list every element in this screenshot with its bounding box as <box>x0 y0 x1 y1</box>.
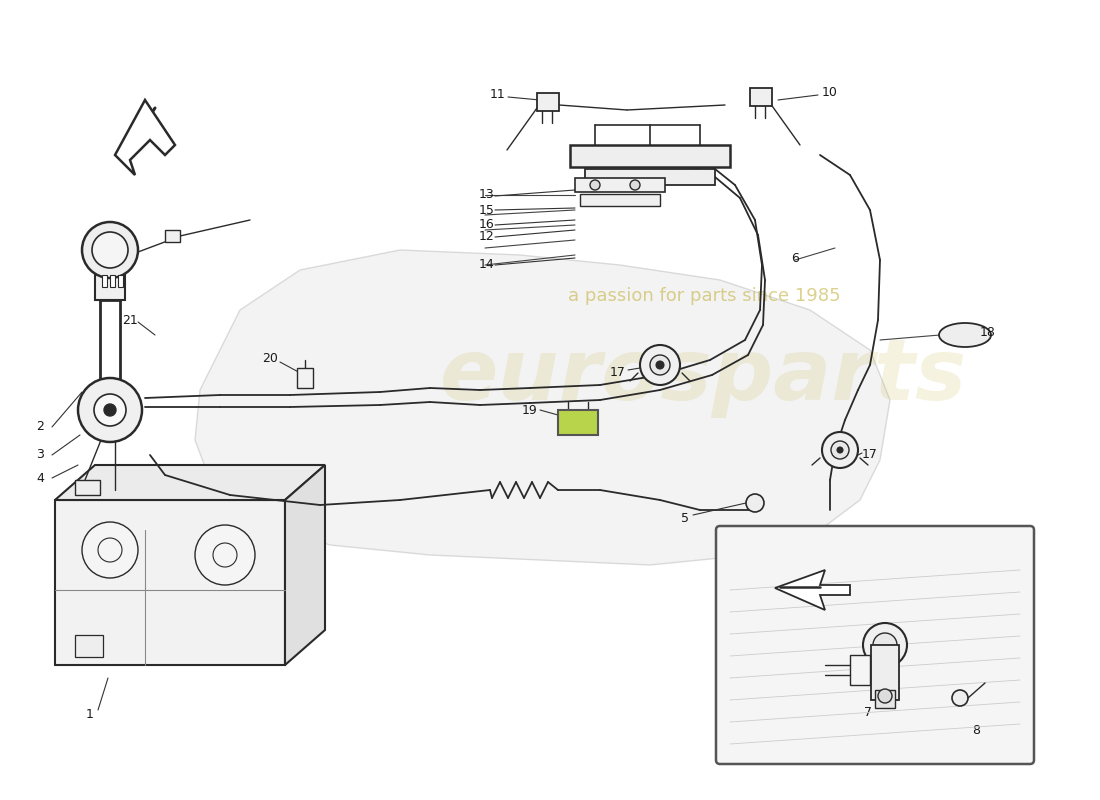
Text: eurosparts: eurosparts <box>440 334 968 418</box>
Circle shape <box>630 180 640 190</box>
Bar <box>55 500 285 665</box>
Text: 19: 19 <box>522 403 538 417</box>
Circle shape <box>864 623 907 667</box>
Bar <box>750 88 772 106</box>
Bar <box>558 410 598 435</box>
Text: 21: 21 <box>122 314 138 326</box>
Circle shape <box>640 345 680 385</box>
Ellipse shape <box>939 323 991 347</box>
Circle shape <box>952 690 968 706</box>
Bar <box>102 275 107 287</box>
Polygon shape <box>285 465 324 665</box>
Bar <box>75 635 103 657</box>
Bar <box>874 690 895 708</box>
Text: 8: 8 <box>972 723 980 737</box>
Text: 14: 14 <box>480 258 495 271</box>
Bar <box>575 178 666 192</box>
Text: 7: 7 <box>864 706 872 719</box>
Circle shape <box>92 232 128 268</box>
Text: 5: 5 <box>681 511 689 525</box>
Circle shape <box>98 538 122 562</box>
Bar <box>580 194 660 206</box>
Text: 1: 1 <box>86 709 94 722</box>
Circle shape <box>590 180 600 190</box>
Bar <box>297 368 313 388</box>
Circle shape <box>830 441 849 459</box>
Circle shape <box>82 522 138 578</box>
Text: 18: 18 <box>980 326 996 339</box>
Text: 20: 20 <box>262 351 278 365</box>
Circle shape <box>878 689 892 703</box>
Bar <box>871 645 899 700</box>
Polygon shape <box>55 465 324 500</box>
Text: 4: 4 <box>36 471 44 485</box>
Text: 16: 16 <box>480 218 495 231</box>
Bar <box>95 265 125 300</box>
Text: a passion for parts since 1985: a passion for parts since 1985 <box>568 287 840 305</box>
Bar <box>585 169 715 185</box>
Bar <box>537 93 559 111</box>
Circle shape <box>837 447 843 453</box>
Bar <box>570 145 730 167</box>
Circle shape <box>213 543 236 567</box>
Text: 10: 10 <box>822 86 838 98</box>
Circle shape <box>195 525 255 585</box>
Circle shape <box>82 222 138 278</box>
Bar <box>850 655 870 685</box>
Circle shape <box>104 404 116 416</box>
FancyBboxPatch shape <box>716 526 1034 764</box>
Text: 17: 17 <box>610 366 626 378</box>
Bar <box>110 275 115 287</box>
Circle shape <box>656 361 664 369</box>
Circle shape <box>78 378 142 442</box>
Bar <box>118 275 123 287</box>
Text: 17: 17 <box>862 449 878 462</box>
Circle shape <box>650 355 670 375</box>
Circle shape <box>746 494 764 512</box>
Circle shape <box>822 432 858 468</box>
Text: 15: 15 <box>480 203 495 217</box>
Text: 12: 12 <box>480 230 495 243</box>
Polygon shape <box>776 570 850 610</box>
Text: 3: 3 <box>36 449 44 462</box>
Text: 11: 11 <box>491 89 506 102</box>
Text: 13: 13 <box>480 189 495 202</box>
Circle shape <box>873 633 896 657</box>
Text: 2: 2 <box>36 421 44 434</box>
Text: 6: 6 <box>791 251 799 265</box>
Bar <box>165 230 180 242</box>
Polygon shape <box>116 100 175 175</box>
Bar <box>75 480 100 495</box>
Circle shape <box>94 394 126 426</box>
Polygon shape <box>195 250 890 565</box>
